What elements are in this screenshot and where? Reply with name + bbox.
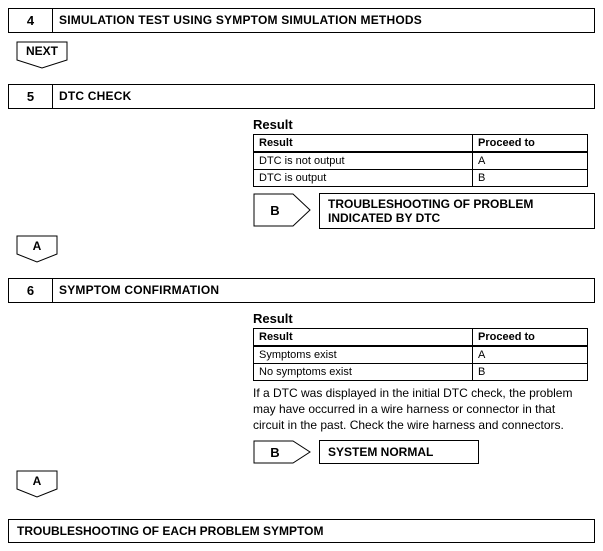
step-4-header: 4 SIMULATION TEST USING SYMPTOM SIMULATI…: [8, 8, 595, 33]
arrow-text: TROUBLESHOOTING OF PROBLEM INDICATED BY …: [319, 193, 595, 229]
table-row: DTC is output B: [254, 170, 588, 187]
result-table-1: Result Proceed to DTC is not output A DT…: [253, 134, 588, 187]
col-proceed: Proceed to: [473, 135, 588, 153]
step-title: SIMULATION TEST USING SYMPTOM SIMULATION…: [53, 9, 594, 32]
col-result: Result: [254, 329, 473, 347]
step-6-header: 6 SYMPTOM CONFIRMATION: [8, 278, 595, 303]
step-5-header: 5 DTC CHECK: [8, 84, 595, 109]
table-row: Symptoms exist A: [254, 346, 588, 364]
a-label: A: [33, 474, 42, 488]
final-box: TROUBLESHOOTING OF EACH PROBLEM SYMPTOM: [8, 519, 595, 543]
a-tag-2: A: [16, 470, 58, 498]
next-label: NEXT: [26, 44, 59, 58]
note-text: If a DTC was displayed in the initial DT…: [253, 385, 588, 434]
proceed-arrow-1: B TROUBLESHOOTING OF PROBLEM INDICATED B…: [253, 193, 595, 229]
result-heading: Result: [253, 311, 595, 326]
step-title: DTC CHECK: [53, 85, 594, 108]
table-row: No symptoms exist B: [254, 364, 588, 381]
arrow-letter: B: [270, 203, 279, 218]
result-block-2: Result Result Proceed to Symptoms exist …: [253, 311, 595, 434]
a-tag-1: A: [16, 235, 58, 263]
step-number: 6: [9, 279, 53, 302]
col-proceed: Proceed to: [473, 329, 588, 347]
proceed-arrow-2: B SYSTEM NORMAL: [253, 440, 595, 464]
arrow-letter: B: [270, 445, 279, 460]
step-number: 4: [9, 9, 53, 32]
arrow-text: SYSTEM NORMAL: [319, 440, 479, 464]
result-heading: Result: [253, 117, 595, 132]
col-result: Result: [254, 135, 473, 153]
a-label: A: [33, 239, 42, 253]
table-row: DTC is not output A: [254, 152, 588, 170]
result-block-1: Result Result Proceed to DTC is not outp…: [253, 117, 595, 187]
next-tag: NEXT: [16, 41, 68, 69]
step-title: SYMPTOM CONFIRMATION: [53, 279, 594, 302]
step-number: 5: [9, 85, 53, 108]
result-table-2: Result Proceed to Symptoms exist A No sy…: [253, 328, 588, 381]
